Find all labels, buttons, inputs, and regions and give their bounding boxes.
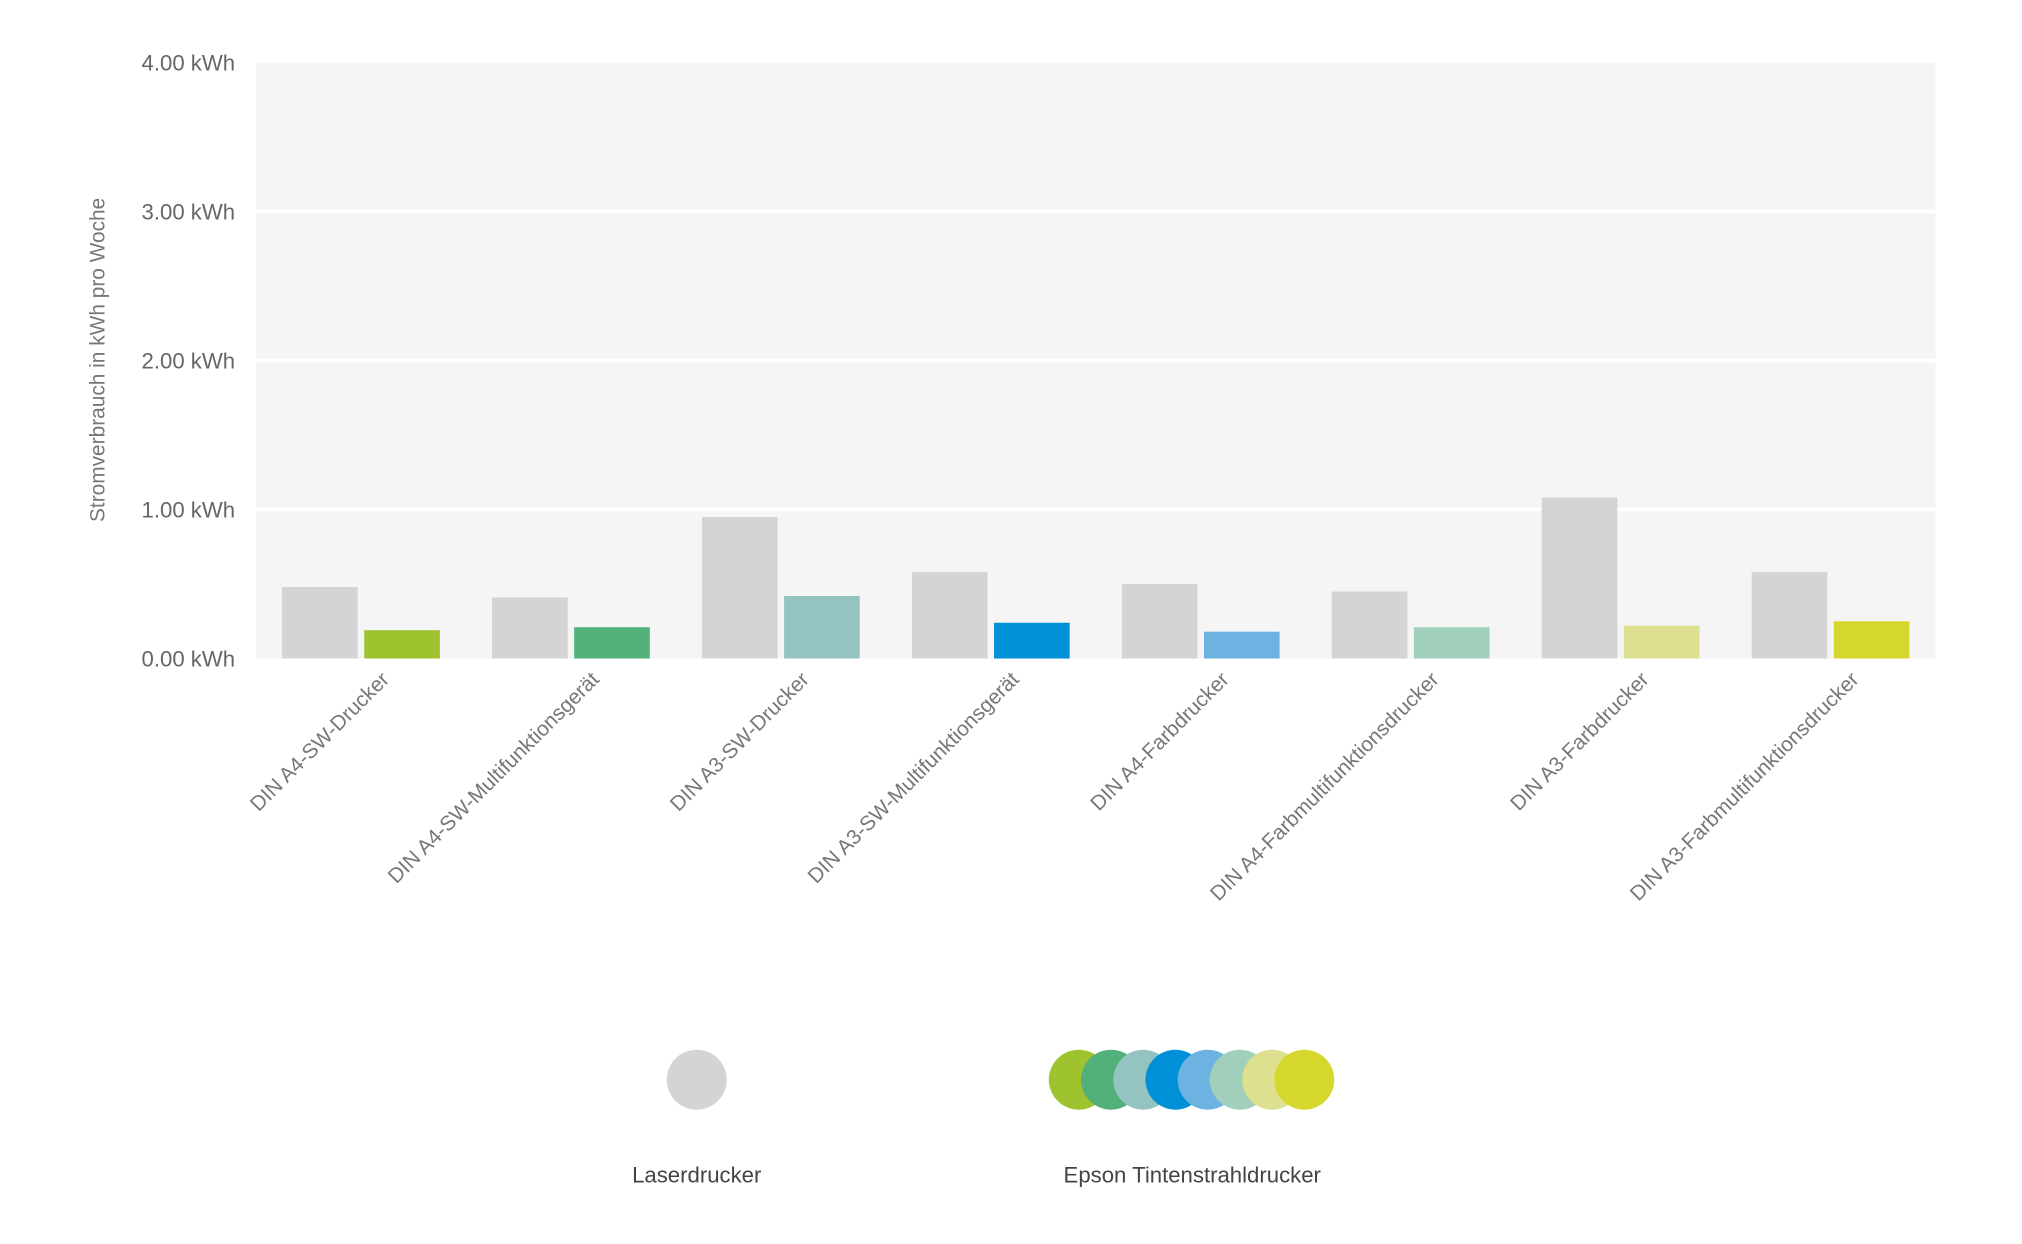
bar-laserdrucker xyxy=(282,587,358,659)
bar-laserdrucker xyxy=(1121,584,1198,659)
y-axis-label: Stromverbrauch in kWh pro Woche xyxy=(87,198,110,522)
y-tick-label: 1.00 kWh xyxy=(142,497,236,522)
y-tick-label: 2.00 kWh xyxy=(142,348,236,373)
y-tick-label: 4.00 kWh xyxy=(142,50,236,75)
bar-laserdrucker xyxy=(911,572,988,659)
bar-epson xyxy=(1833,621,1910,659)
legend-label-epson: Epson Tintenstrahldrucker xyxy=(1064,1163,1322,1188)
bar-epson xyxy=(364,630,440,659)
category-label: DIN A3-SW-Drucker xyxy=(666,668,814,816)
category-label: DIN A3-Farbmultifunktionsdrucker xyxy=(1626,668,1864,906)
bar-epson xyxy=(1623,625,1700,659)
category-label: DIN A4-SW-Multifunktionsgerät xyxy=(384,668,604,888)
category-label: DIN A4-Farbmultifunktionsdrucker xyxy=(1206,668,1444,906)
bar-laserdrucker xyxy=(1751,572,1828,659)
y-tick-label: 0.00 kWh xyxy=(142,646,236,671)
bar-laserdrucker xyxy=(1331,591,1408,659)
category-label: DIN A3-Farbdrucker xyxy=(1506,668,1653,815)
bar-laserdrucker xyxy=(1541,497,1618,659)
legend-swatch-epson xyxy=(1274,1049,1335,1110)
legend-label-laserdrucker: Laserdrucker xyxy=(632,1163,762,1188)
bar-laserdrucker xyxy=(701,516,778,659)
bar-epson xyxy=(574,627,650,659)
category-label: DIN A4-SW-Drucker xyxy=(246,668,394,816)
bar-epson xyxy=(994,622,1070,659)
bar-epson xyxy=(784,595,860,659)
category-label: DIN A4-Farbdrucker xyxy=(1086,668,1233,815)
category-label: DIN A3-SW-Multifunktionsgerät xyxy=(804,668,1024,888)
legend-swatch-laserdrucker xyxy=(666,1049,727,1110)
bar-epson xyxy=(1203,631,1280,659)
bar-epson xyxy=(1413,627,1490,659)
bar-laserdrucker xyxy=(492,597,568,659)
y-tick-label: 3.00 kWh xyxy=(142,199,236,224)
